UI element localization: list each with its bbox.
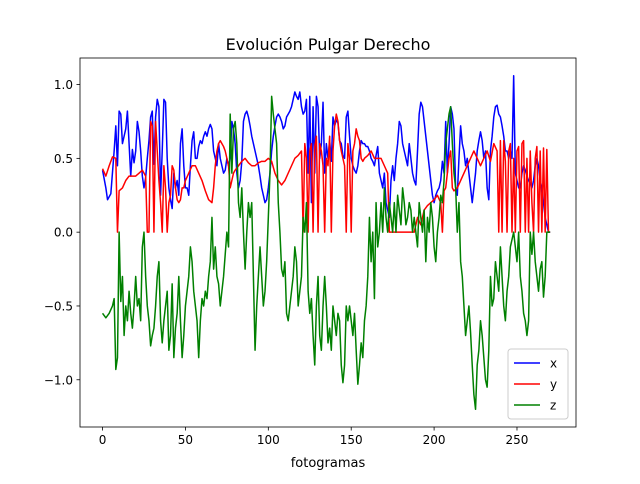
y-tick-label: 1.0 bbox=[54, 78, 73, 92]
x-tick-label: 100 bbox=[257, 433, 280, 447]
series-layer bbox=[101, 74, 551, 411]
y-tick-label: −0.5 bbox=[44, 299, 73, 313]
legend-label-y: y bbox=[550, 378, 557, 392]
plot-area bbox=[80, 58, 576, 427]
series-line-z bbox=[101, 95, 551, 411]
series-line-y bbox=[101, 113, 551, 233]
plot-frame bbox=[79, 57, 577, 428]
x-tick-label: 200 bbox=[423, 433, 446, 447]
y-tick-label: −1.0 bbox=[44, 373, 73, 387]
x-axis-label: fotogramas bbox=[291, 456, 366, 471]
y-tick-label: 0.0 bbox=[54, 226, 73, 240]
legend: xyz bbox=[507, 348, 569, 420]
legend-label-z: z bbox=[550, 399, 556, 413]
legend-label-x: x bbox=[550, 357, 557, 371]
x-tick-label: 0 bbox=[99, 433, 107, 447]
x-tick-label: 50 bbox=[178, 433, 193, 447]
y-axis: −1.0 −0.5 0.0 0.5 1.0 bbox=[44, 78, 80, 387]
x-tick-label: 250 bbox=[506, 433, 529, 447]
x-tick-label: 150 bbox=[340, 433, 363, 447]
chart-title: Evolución Pulgar Derecho bbox=[226, 35, 431, 54]
y-tick-label: 0.5 bbox=[54, 152, 73, 166]
x-axis: 0 50 100 150 200 250 bbox=[99, 427, 529, 447]
